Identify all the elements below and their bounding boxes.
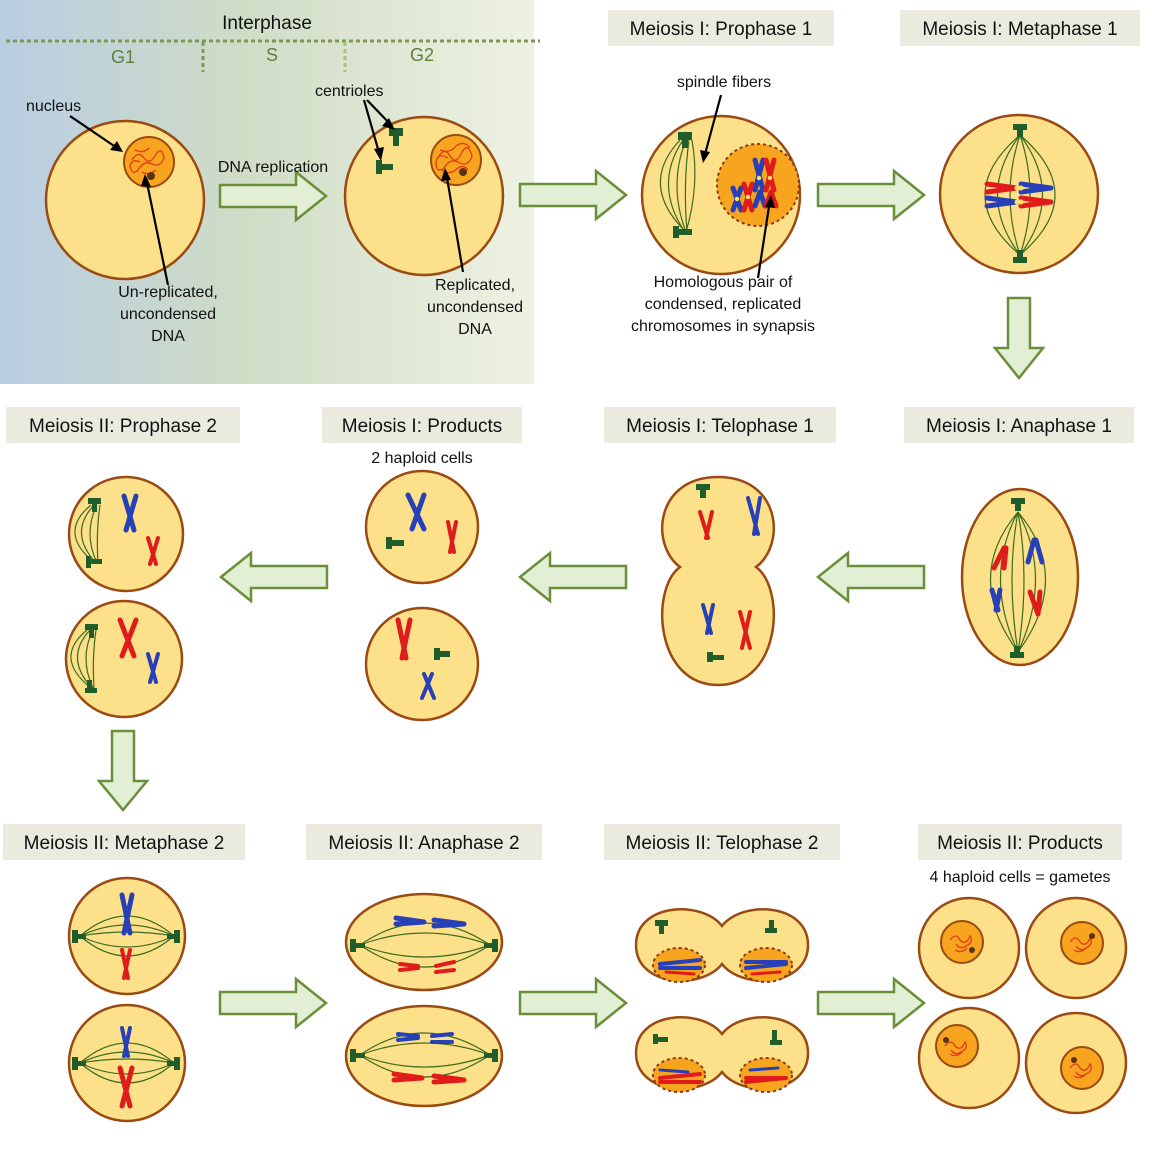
label-spindle-fibers: spindle fibers [677,74,771,91]
title-box-telophase1 [604,407,836,443]
stage-prophase2: Meiosis II: Prophase 2 [29,416,217,437]
pointer-centrioles-b [362,99,382,157]
stage-anaphase1: Meiosis I: Anaphase 1 [926,416,1112,437]
gamete-cell-2 [1024,896,1128,1000]
arrow-to-anaphase1 [992,296,1046,381]
label-homologous-2: condensed, replicated [645,296,802,313]
anaphase2-cell-top [344,892,504,992]
products1-cell-bottom [364,606,480,722]
metaphase1-cell [938,113,1100,275]
subtitle-products2: 4 haploid cells = gametes [930,869,1111,886]
prophase1-cell [640,114,802,276]
title-box-products1 [322,407,522,443]
arrow-to-prophase1 [518,168,629,222]
centriole-icon [389,128,403,136]
phase-g1: G1 [111,47,135,67]
stage-products2: Meiosis II: Products [937,833,1103,854]
products1-cell-top [364,469,480,585]
arrow-to-telophase1 [815,550,926,604]
pointer-spindle [702,94,723,159]
pointer-replicated-head [441,168,451,181]
pointer-centrioles-b-head [374,147,384,161]
title-box-prophase1 [608,10,834,46]
label-nucleus: nucleus [26,98,81,115]
label-unreplicated-1: Un-replicated, [118,284,218,301]
title-box-metaphase2 [3,824,245,860]
stage-metaphase1: Meiosis I: Metaphase 1 [922,19,1117,40]
label-homologous-3: chromosomes in synapsis [631,318,815,335]
gamete-cell-3 [917,1006,1021,1110]
label-replicated-2: uncondensed [427,299,523,316]
label-dna-replication: DNA replication [218,159,328,176]
subtitle-products1: 2 haploid cells [371,450,472,467]
anaphase1-cell [960,487,1080,667]
title-box-anaphase2 [306,824,542,860]
stage-telophase1: Meiosis I: Telophase 1 [626,416,814,437]
label-replicated-3: DNA [458,321,492,338]
label-homologous-1: Homologous pair of [654,274,793,291]
centriole-icon [376,160,382,174]
arrow-to-metaphase2 [96,729,150,812]
pointer-nucleus-head [110,141,123,152]
title-box-telophase2 [604,824,840,860]
arrow-dna-replication [218,169,329,223]
telophase2-cell-bottom [634,1016,810,1093]
pointer-centrioles-a-head [382,118,395,130]
arrow-to-prophase2 [218,550,329,604]
anaphase2-cell-bottom [344,1004,504,1108]
title-box-metaphase1 [900,10,1140,46]
telophase1-cell [660,475,776,687]
interphase-title: Interphase [222,13,312,34]
stage-anaphase2: Meiosis II: Anaphase 2 [328,833,519,854]
label-unreplicated-3: DNA [151,328,185,345]
stage-telophase2: Meiosis II: Telophase 2 [626,833,819,854]
label-unreplicated-2: uncondensed [120,306,216,323]
metaphase2-cell-top [67,876,187,996]
pointer-spindle-head [700,150,710,163]
prophase2-cell-top [67,475,185,593]
gamete-cell-1 [917,896,1021,1000]
phase-s: S [266,45,278,65]
g2-cell [343,115,505,277]
prophase2-cell-bottom [64,599,184,719]
phase-g2: G2 [410,45,434,65]
title-box-prophase2 [6,407,240,443]
arrow-to-anaphase2 [218,976,329,1030]
pointer-unreplicated [144,177,170,286]
pointer-homologous-head [765,195,775,208]
title-box-anaphase1 [904,407,1134,443]
metaphase2-cell-bottom [67,1003,187,1123]
g1-cell [44,119,206,281]
arrow-to-products2 [816,976,927,1030]
stage-prophase1: Meiosis I: Prophase 1 [630,19,813,40]
chromosome-pair-icon [730,157,779,213]
stage-products1: Meiosis I: Products [342,416,503,437]
pointer-nucleus [69,115,121,151]
stage-metaphase2: Meiosis II: Metaphase 2 [24,833,225,854]
centriole-icon [382,164,393,170]
telophase2-cell-top [634,908,810,983]
label-replicated-1: Replicated, [435,277,515,294]
arrow-to-products1 [517,550,628,604]
pointer-homologous [756,199,772,279]
gamete-cell-4 [1024,1011,1128,1115]
arrow-to-metaphase1 [816,168,927,222]
centriole-icon [393,136,399,146]
title-box-products2 [918,824,1122,860]
pointer-replicated [444,171,465,273]
arrow-to-telophase2 [518,976,629,1030]
pointer-unreplicated-head [141,174,151,187]
label-centrioles: centrioles [315,83,383,100]
